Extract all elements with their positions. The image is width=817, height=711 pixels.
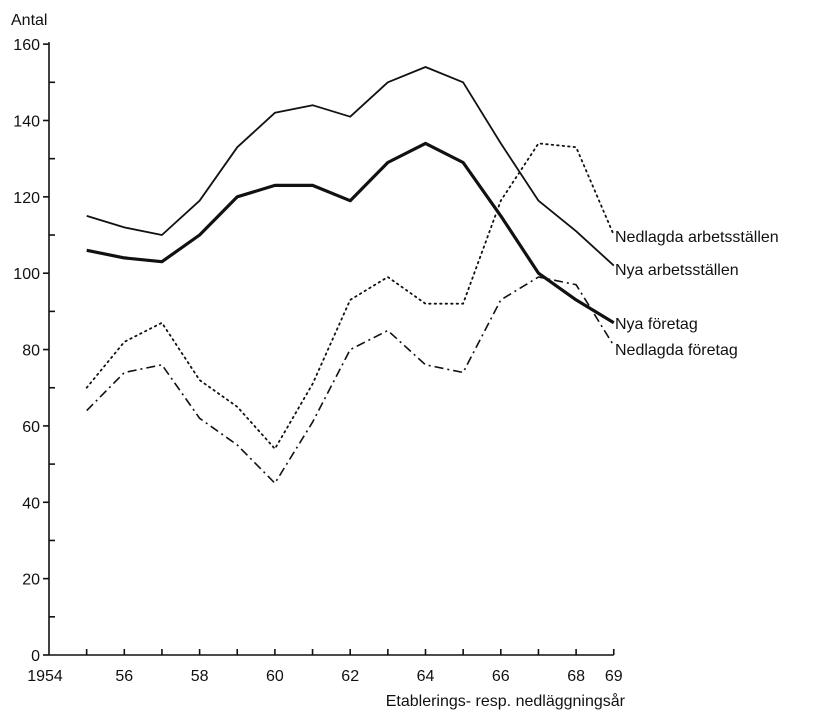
y-tick-label: 40 <box>22 495 40 512</box>
series-line-nya-f-retag <box>86 141 615 325</box>
x-axis-ticks: 1954 56 58 60 62 64 66 68 69 <box>27 649 623 685</box>
x-tick-label: 69 <box>605 668 623 685</box>
y-tick-label: 80 <box>22 343 40 360</box>
x-tick-label: 62 <box>341 668 359 685</box>
x-tick-label: 56 <box>115 668 133 685</box>
x-axis-label: Etablerings- resp. nedläggningsår <box>386 692 626 710</box>
series-labels: Nya arbetsställen Nya företag Nedlagda arb… <box>615 229 779 359</box>
y-tick-label: 0 <box>31 648 40 665</box>
series-lines <box>85 66 615 485</box>
x-tick-label: 58 <box>191 668 209 685</box>
series-line-nya-arbetsst-llen <box>86 66 615 267</box>
series-line-nedlagda-arbetsst-llen <box>85 142 615 450</box>
y-axis-ticks: 0 20 40 60 80 100 120 140 160 <box>13 37 55 665</box>
y-axis-label: Antal <box>11 12 47 29</box>
series-label: Nedlagda företag <box>615 342 738 359</box>
y-tick-label: 20 <box>22 572 40 589</box>
x-tick-label: 64 <box>417 668 435 685</box>
y-tick-label: 100 <box>13 266 40 283</box>
x-tick-label: 66 <box>492 668 510 685</box>
x-tick-label: 1954 <box>27 668 63 685</box>
series-label: Nedlagda arbetsställen <box>615 229 779 246</box>
y-tick-label: 60 <box>22 419 40 436</box>
axes <box>48 42 614 656</box>
y-tick-label: 120 <box>13 190 40 207</box>
y-tick-label: 140 <box>13 113 40 130</box>
x-tick-label: 68 <box>567 668 585 685</box>
x-tick-label: 60 <box>266 668 284 685</box>
series-line-nedlagda-f-retag <box>86 276 615 485</box>
y-tick-label: 160 <box>13 37 40 54</box>
series-label: Nya företag <box>615 316 698 333</box>
series-label: Nya arbetsställen <box>615 262 739 279</box>
